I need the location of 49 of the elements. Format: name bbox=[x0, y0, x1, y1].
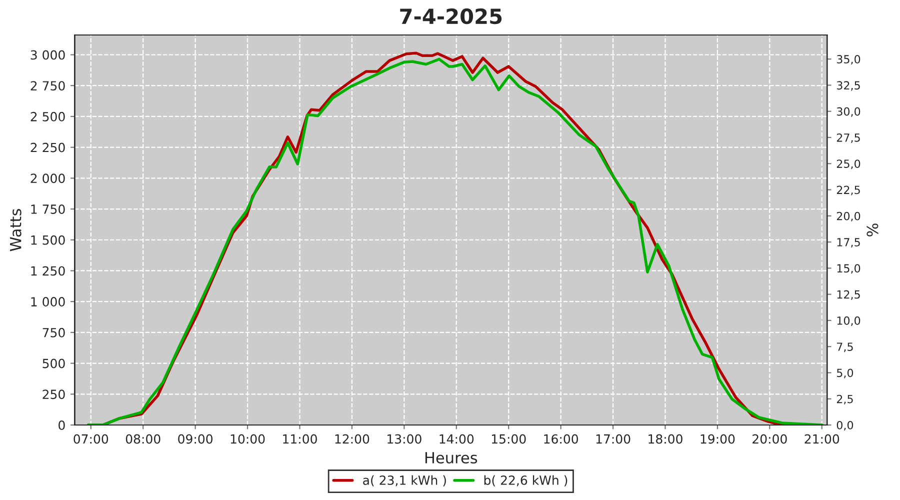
y2-tick-label: 32,5 bbox=[836, 81, 860, 91]
y-tick-label: 2 250 bbox=[30, 142, 65, 152]
x-tick-label: 07:00 bbox=[74, 434, 108, 444]
y2-tick-label: 12,5 bbox=[837, 290, 860, 300]
y-tick-label: 500 bbox=[42, 358, 65, 368]
y-tick-label: 2 750 bbox=[30, 81, 65, 91]
y2-tick-label: 2,5 bbox=[836, 394, 853, 404]
x-tick-label: 13:00 bbox=[388, 434, 422, 444]
x-tick-label: 12:00 bbox=[335, 434, 370, 444]
x-tick-label: 11:00 bbox=[283, 434, 317, 444]
x-tick-label: 10:00 bbox=[230, 434, 265, 444]
x-tick-label: 21:00 bbox=[804, 434, 840, 444]
y-tick-label: 750 bbox=[42, 328, 65, 338]
legend-label: b( 22,6 kWh ) bbox=[484, 475, 568, 486]
x-tick-label: 14:00 bbox=[440, 434, 474, 444]
x-tick-label: 08:00 bbox=[126, 434, 160, 444]
y2-tick-label: 0,0 bbox=[836, 420, 854, 431]
y2-axis-title: % bbox=[866, 224, 878, 236]
y-tick-label: 3 000 bbox=[30, 50, 65, 60]
x-tick-label: 09:00 bbox=[178, 434, 212, 444]
y2-tick-label: 22,5 bbox=[836, 186, 860, 196]
y-tick-label: 1 250 bbox=[31, 266, 65, 276]
y2-tick-label: 5,0 bbox=[836, 368, 854, 378]
y2-tick-label: 25,0 bbox=[836, 160, 860, 170]
y2-tick-label: 15,0 bbox=[837, 264, 860, 274]
y-tick-label: 2 000 bbox=[30, 174, 65, 184]
y2-tick-label: 7,5 bbox=[837, 342, 853, 352]
y-tick-label: 2 500 bbox=[30, 112, 65, 122]
y-tick-label: 250 bbox=[42, 390, 65, 400]
y2-tick-label: 10,0 bbox=[837, 316, 860, 326]
y2-tick-label: 20,0 bbox=[836, 212, 860, 222]
y2-tick-label: 35,0 bbox=[836, 55, 860, 65]
legend-label: a( 23,1 kWh ) bbox=[363, 475, 446, 486]
y2-tick-label: 17,5 bbox=[837, 238, 860, 248]
x-tick-label: 20:00 bbox=[752, 434, 787, 444]
y2-tick-label: 27,5 bbox=[836, 133, 860, 143]
x-tick-label: 18:00 bbox=[648, 434, 682, 444]
x-tick-label: 17:00 bbox=[596, 434, 630, 444]
x-axis-title: Heures bbox=[425, 452, 478, 464]
x-tick-label: 16:00 bbox=[544, 434, 578, 444]
y-tick-label: 1 750 bbox=[31, 204, 65, 214]
y2-tick-label: 30,0 bbox=[836, 107, 860, 117]
chart-title: 7-4-2025 bbox=[400, 8, 502, 24]
y-tick-label: 1 500 bbox=[31, 235, 65, 245]
y-axis-title: Watts bbox=[10, 209, 22, 252]
y-tick-label: 1 000 bbox=[31, 297, 65, 307]
x-tick-label: 19:00 bbox=[700, 434, 735, 444]
y-tick-label: 0 bbox=[58, 420, 65, 430]
x-tick-label: 15:00 bbox=[492, 434, 526, 444]
